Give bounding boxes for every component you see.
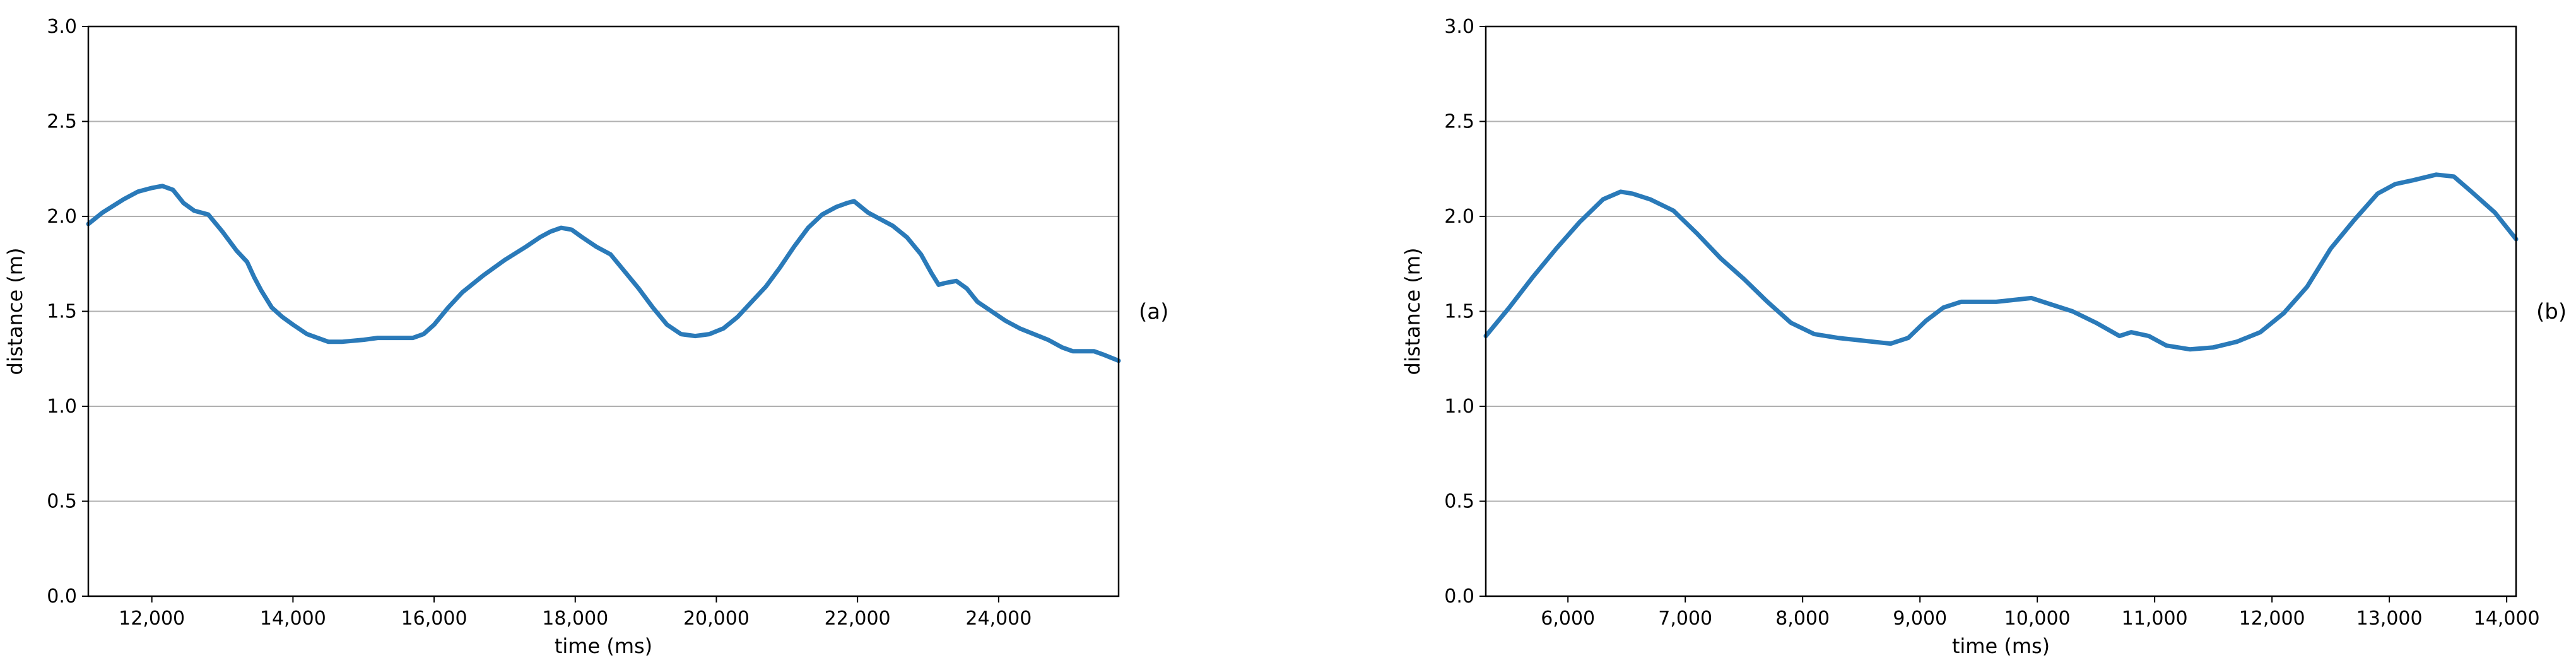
- chart-panel-b: 6,000 7,000 8,000 9,000 10,000 11,000 12,000 13…: [1401, 16, 2567, 658]
- x-tick-label: 22,000: [825, 608, 891, 630]
- y-axis-ticks: 0.0 0.5 1.0 1.5 2.0 2.5 3.0: [1444, 16, 1486, 608]
- x-tick-label: 11,000: [2122, 608, 2188, 630]
- series-layer: [1483, 172, 2519, 352]
- y-tick-label: 0.5: [1444, 491, 1474, 513]
- y-axis-ticks: 0.0 0.5 1.0 1.5 2.0 2.5 3.0: [47, 16, 88, 608]
- y-tick-label: 1.5: [47, 301, 77, 323]
- series-line: [1483, 172, 2519, 352]
- y-tick-label: 2.0: [47, 206, 77, 228]
- x-tick-label: 10,000: [2004, 608, 2071, 630]
- chart-panel-a: 12,000 14,000 16,000 18,000 20,000 22,000 24,0…: [3, 16, 1168, 658]
- x-tick-label: 8,000: [1775, 608, 1830, 630]
- y-tick-label: 1.5: [1444, 301, 1474, 323]
- y-axis-label: distance (m): [3, 248, 27, 375]
- x-tick-label: 13,000: [2356, 608, 2423, 630]
- series-layer: [86, 184, 1121, 363]
- x-tick-label: 12,000: [119, 608, 185, 630]
- y-tick-label: 0.0: [47, 585, 77, 608]
- panel-label: (b): [2536, 300, 2567, 325]
- y-tick-label: 1.0: [47, 396, 77, 418]
- x-tick-label: 16,000: [401, 608, 468, 630]
- y-tick-label: 2.5: [47, 111, 77, 133]
- y-tick-label: 3.0: [47, 16, 77, 38]
- series-line: [86, 184, 1121, 363]
- x-axis-label: time (ms): [555, 634, 652, 658]
- x-tick-label: 7,000: [1658, 608, 1712, 630]
- y-tick-label: 3.0: [1444, 16, 1474, 38]
- y-tick-label: 2.5: [1444, 111, 1474, 133]
- y-tick-label: 1.0: [1444, 396, 1474, 418]
- gridlines: [1486, 26, 2516, 597]
- x-tick-label: 14,000: [260, 608, 326, 630]
- y-tick-label: 2.0: [1444, 206, 1474, 228]
- gridlines: [88, 26, 1119, 597]
- x-axis-ticks: 6,000 7,000 8,000 9,000 10,000 11,000 12,000 13…: [1541, 596, 2540, 630]
- panel-label: (a): [1139, 300, 1168, 325]
- y-tick-label: 0.5: [47, 491, 77, 513]
- x-tick-label: 6,000: [1541, 608, 1595, 630]
- x-axis-label: time (ms): [1952, 634, 2050, 658]
- x-tick-label: 9,000: [1893, 608, 1947, 630]
- y-axis-label: distance (m): [1401, 248, 1425, 375]
- x-tick-label: 14,000: [2474, 608, 2540, 630]
- x-tick-label: 20,000: [683, 608, 750, 630]
- x-tick-label: 18,000: [542, 608, 608, 630]
- x-axis-ticks: 12,000 14,000 16,000 18,000 20,000 22,000 24,0…: [119, 596, 1032, 630]
- x-tick-label: 12,000: [2239, 608, 2305, 630]
- x-tick-label: 24,000: [965, 608, 1032, 630]
- y-tick-label: 0.0: [1444, 585, 1474, 608]
